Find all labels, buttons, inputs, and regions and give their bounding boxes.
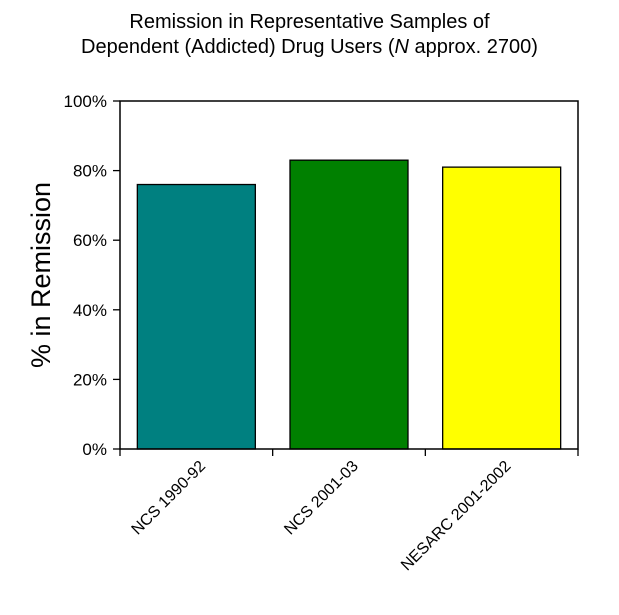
y-tick-label-100: 100%	[64, 92, 107, 111]
chart-title-line2-italic: N	[394, 36, 409, 58]
y-tick-label-80: 80%	[73, 162, 107, 181]
chart-title-line2: Dependent (Addicted) Drug Users (N appro…	[0, 35, 619, 60]
plot-area: 0% 20% 40% 60% 80% 100% NCS 1990-92 NCS 2001-03…	[26, 92, 579, 574]
category-label-1: NCS 1990-92	[129, 458, 210, 539]
chart-title-line2-prefix: Dependent (Addicted) Drug Users (	[81, 36, 395, 58]
y-axis-title: % in Remission	[26, 182, 56, 368]
y-tick-label-0: 0%	[82, 440, 107, 459]
category-label-3: NESARC 2001-2002	[398, 458, 514, 574]
chart-title: Remission in Representative Samples of D…	[0, 10, 619, 60]
bar-1	[136, 183, 256, 450]
plot-frame	[119, 100, 579, 450]
category-label-2: NCS 2001-03	[281, 458, 362, 539]
bar-2	[289, 159, 409, 450]
y-tick-label-20: 20%	[73, 370, 107, 389]
chart-title-line1: Remission in Representative Samples of	[129, 11, 490, 33]
chart-title-line2-suffix: approx. 2700)	[408, 36, 538, 58]
y-tick-label-40: 40%	[73, 301, 107, 320]
y-tick-label-60: 60%	[73, 231, 107, 250]
bar-3	[442, 166, 562, 450]
